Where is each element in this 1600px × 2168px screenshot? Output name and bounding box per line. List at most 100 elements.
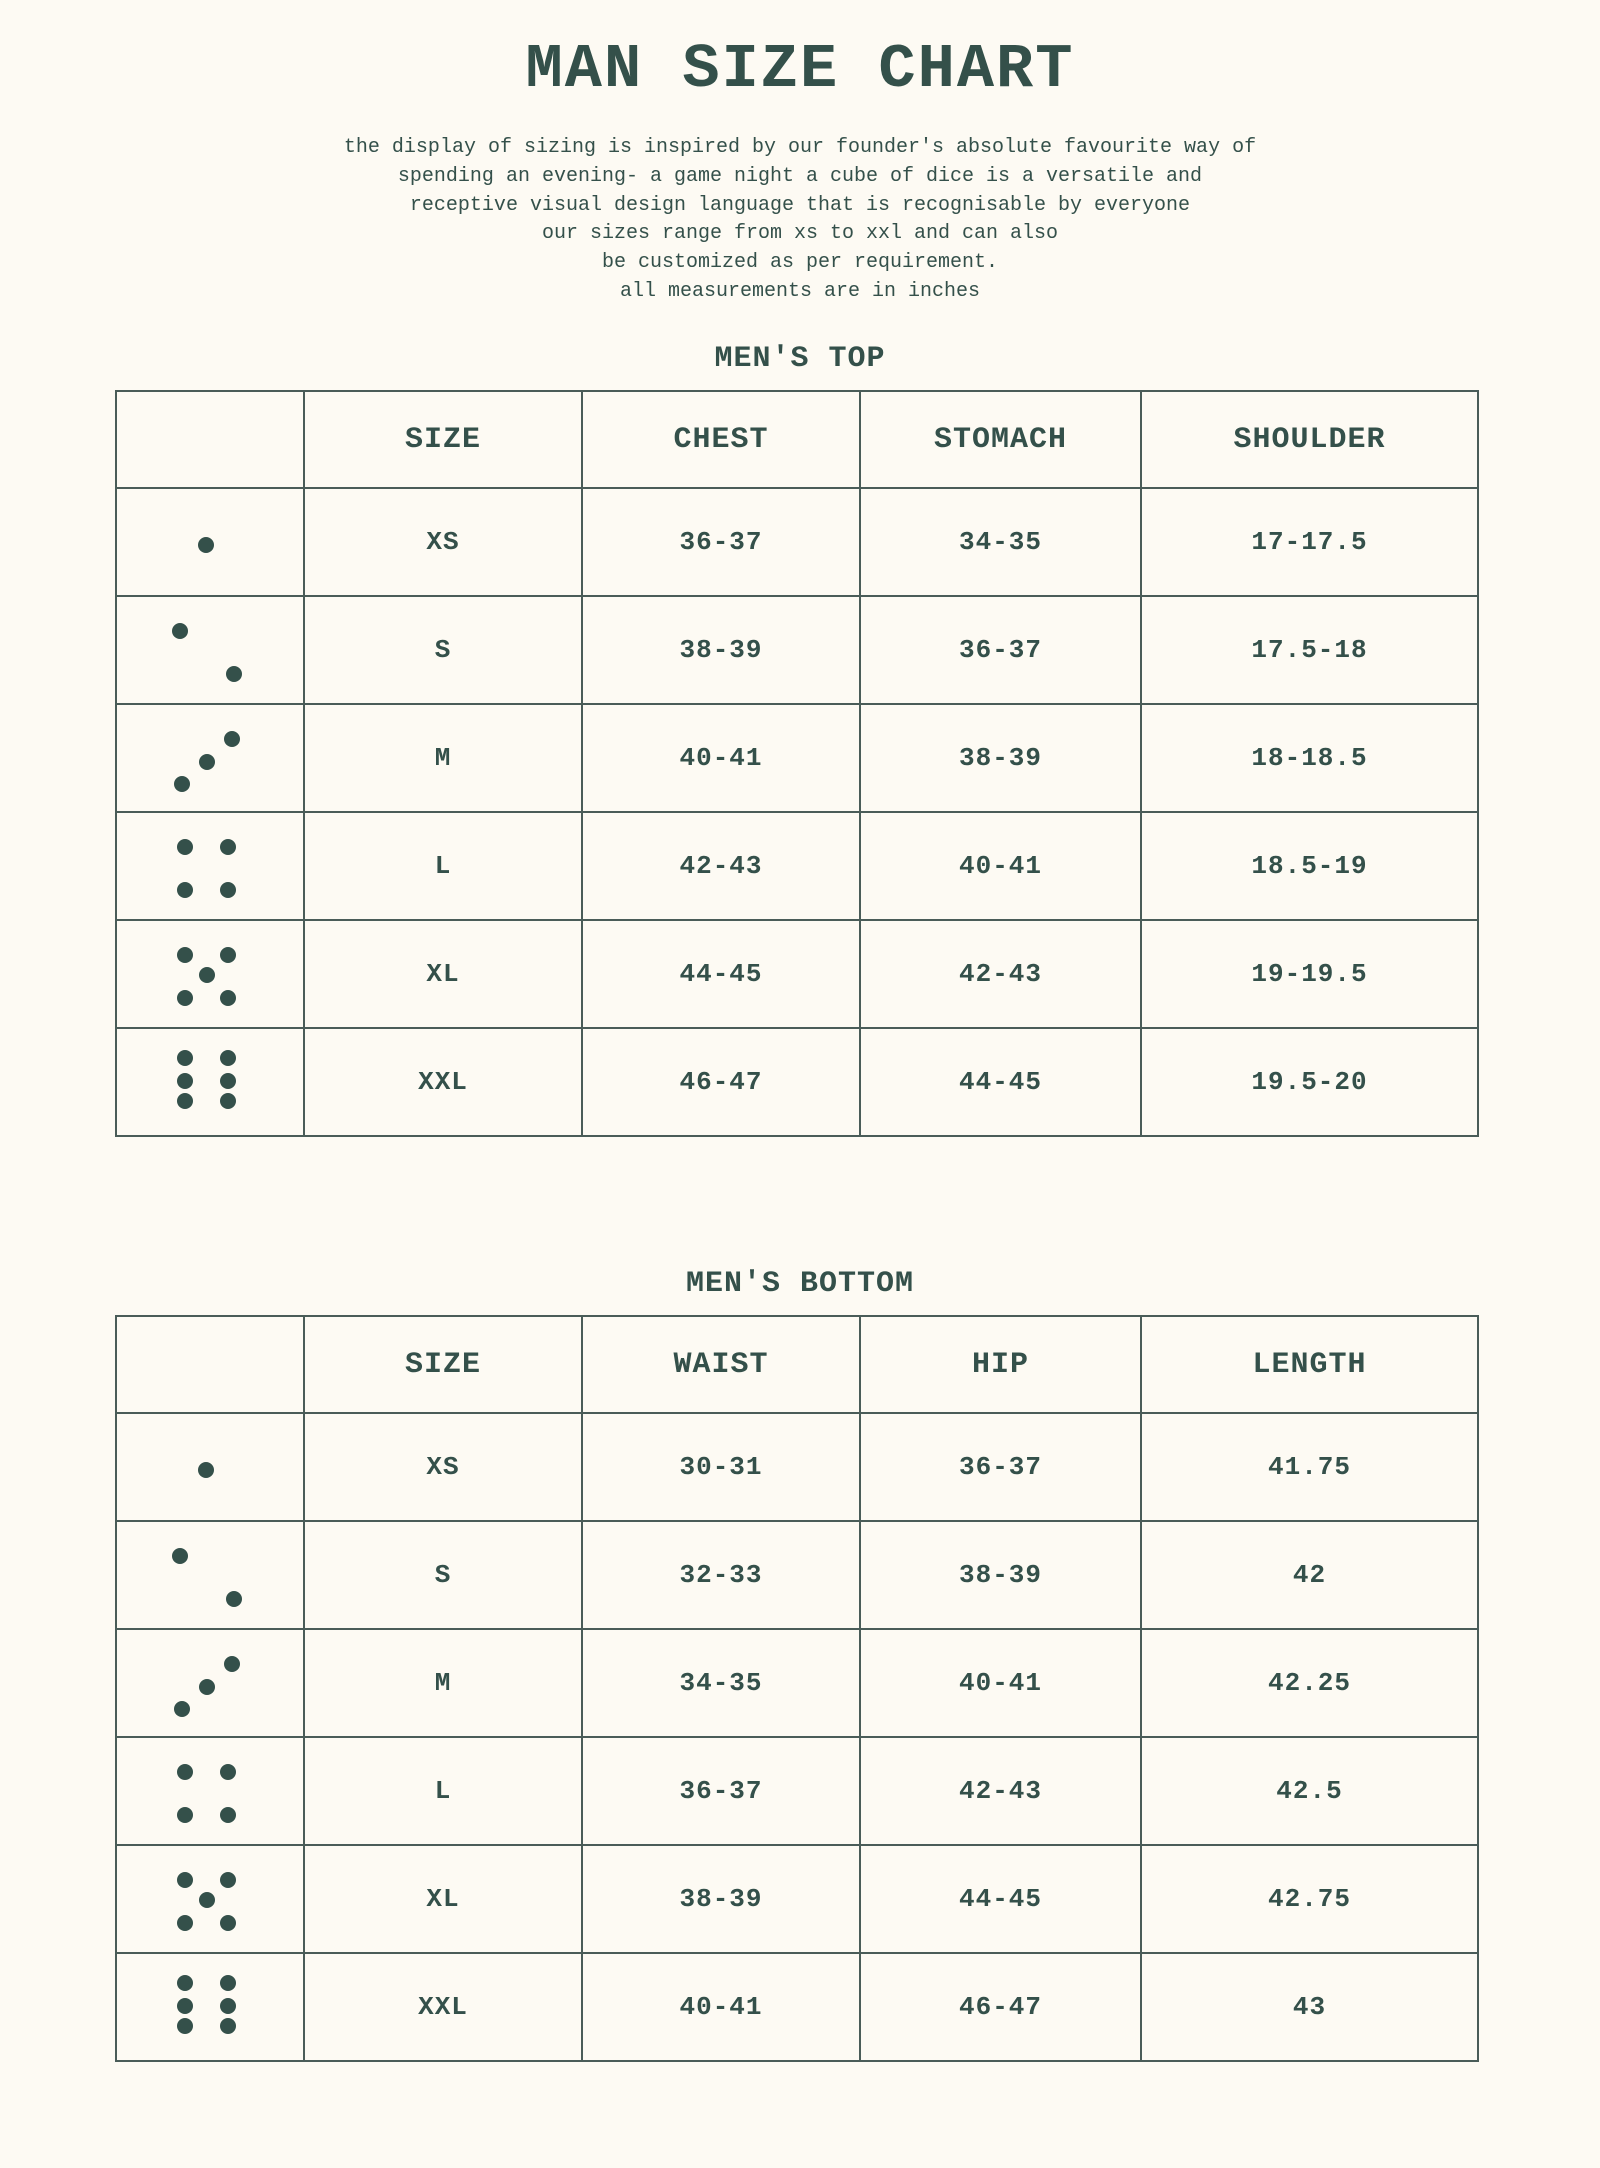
description-line: be customized as per requirement. — [601, 251, 999, 275]
column-header: CHEST — [581, 390, 861, 489]
table-row: XXL 46-47 44-45 19.5-20 — [115, 1027, 1479, 1137]
dice-pip — [177, 1073, 193, 1089]
header-row: SIZE WAIST HIP LENGTH — [115, 1315, 1479, 1414]
size-cell: S — [303, 1520, 583, 1630]
size-cell: M — [303, 1628, 583, 1738]
top-size-table: SIZE CHEST STOMACH SHOULDER XS 36-37 34-35 17-1… — [115, 390, 1479, 1137]
dice-icon — [115, 1952, 305, 2062]
measurement-cell: 36-37 — [859, 1412, 1142, 1522]
measurement-cell: 38-39 — [859, 1520, 1142, 1630]
column-header: LENGTH — [1140, 1315, 1479, 1414]
dice-pip — [177, 1872, 193, 1888]
dice-icon — [115, 1027, 305, 1137]
measurement-cell: 46-47 — [581, 1027, 861, 1137]
dice-pip — [220, 1073, 236, 1089]
dice-icon — [115, 703, 305, 813]
dice-pip — [226, 1591, 242, 1607]
section-title-bottom: MEN'S BOTTOM — [685, 1267, 915, 1301]
column-header — [115, 1315, 305, 1414]
measurement-cell: 40-41 — [859, 811, 1142, 921]
dice-pip — [220, 882, 236, 898]
size-cell: M — [303, 703, 583, 813]
dice-pip — [220, 1050, 236, 1066]
dice-pip — [174, 1701, 190, 1717]
dice-icon — [115, 919, 305, 1029]
dice-pip — [226, 666, 242, 682]
dice-pip — [199, 967, 215, 983]
table-row: S 32-33 38-39 42 — [115, 1520, 1479, 1630]
dice-icon — [115, 1520, 305, 1630]
size-cell: L — [303, 811, 583, 921]
dice-icon — [115, 595, 305, 705]
column-header — [115, 390, 305, 489]
dice-pip — [177, 1975, 193, 1991]
measurement-cell: 19.5-20 — [1140, 1027, 1479, 1137]
dice-pip — [220, 2018, 236, 2034]
dice-pip — [177, 882, 193, 898]
description: the display of sizing is inspired by our… — [0, 134, 1600, 307]
dice-pip — [220, 990, 236, 1006]
size-cell: XXL — [303, 1027, 583, 1137]
dice-icon — [115, 811, 305, 921]
dice-pip — [199, 1679, 215, 1695]
dice-icon — [115, 1844, 305, 1954]
table-row: XL 38-39 44-45 42.75 — [115, 1844, 1479, 1954]
table-row: S 38-39 36-37 17.5-18 — [115, 595, 1479, 705]
dice-pip — [177, 1807, 193, 1823]
measurement-cell: 40-41 — [581, 1952, 861, 2062]
dice-pip — [220, 1915, 236, 1931]
dice-pip — [220, 839, 236, 855]
size-cell: XL — [303, 919, 583, 1029]
measurement-cell: 34-35 — [859, 487, 1142, 597]
measurement-cell: 38-39 — [581, 1844, 861, 1954]
measurement-cell: 42.75 — [1140, 1844, 1479, 1954]
measurement-cell: 17.5-18 — [1140, 595, 1479, 705]
column-header: HIP — [859, 1315, 1142, 1414]
size-cell: S — [303, 595, 583, 705]
measurement-cell: 40-41 — [581, 703, 861, 813]
section-title-top: MEN'S TOP — [714, 342, 886, 376]
dice-pip — [220, 947, 236, 963]
measurement-cell: 42-43 — [581, 811, 861, 921]
description-line: receptive visual design language that is… — [409, 193, 1191, 217]
description-line: the display of sizing is inspired by our… — [343, 136, 1257, 159]
measurement-cell: 38-39 — [859, 703, 1142, 813]
description-line: our sizes range from xs to xxl and can a… — [541, 222, 1059, 246]
header-row: SIZE CHEST STOMACH SHOULDER — [115, 390, 1479, 489]
column-header: STOMACH — [859, 390, 1142, 489]
dice-pip — [172, 623, 188, 639]
dice-pip — [199, 754, 215, 770]
table-row: XL 44-45 42-43 19-19.5 — [115, 919, 1479, 1029]
measurement-cell: 40-41 — [859, 1628, 1142, 1738]
dice-pip — [177, 1050, 193, 1066]
measurement-cell: 44-45 — [581, 919, 861, 1029]
bottom-size-table: SIZE WAIST HIP LENGTH XS 30-31 36-37 41.75 S 32-3… — [115, 1315, 1479, 2062]
dice-pip — [224, 731, 240, 747]
description-line: spending an evening- a game night a cube… — [397, 164, 1203, 188]
measurement-cell: 44-45 — [859, 1027, 1142, 1137]
measurement-cell: 32-33 — [581, 1520, 861, 1630]
dice-pip — [177, 990, 193, 1006]
measurement-cell: 46-47 — [859, 1952, 1142, 2062]
description-line: all measurements are in inches — [619, 279, 981, 303]
measurement-cell: 38-39 — [581, 595, 861, 705]
dice-pip — [199, 1892, 215, 1908]
dice-icon — [115, 487, 305, 597]
dice-pip — [177, 947, 193, 963]
measurement-cell: 30-31 — [581, 1412, 861, 1522]
size-cell: XL — [303, 1844, 583, 1954]
measurement-cell: 18.5-19 — [1140, 811, 1479, 921]
measurement-cell: 41.75 — [1140, 1412, 1479, 1522]
dice-pip — [220, 1975, 236, 1991]
measurement-cell: 36-37 — [859, 595, 1142, 705]
measurement-cell: 42-43 — [859, 919, 1142, 1029]
dice-pip — [224, 1656, 240, 1672]
dice-pip — [177, 1093, 193, 1109]
table-row: XS 36-37 34-35 17-17.5 — [115, 487, 1479, 597]
dice-pip — [220, 1998, 236, 2014]
size-cell: XS — [303, 1412, 583, 1522]
measurement-cell: 43 — [1140, 1952, 1479, 2062]
dice-pip — [220, 1093, 236, 1109]
measurement-cell: 18-18.5 — [1140, 703, 1479, 813]
measurement-cell: 19-19.5 — [1140, 919, 1479, 1029]
